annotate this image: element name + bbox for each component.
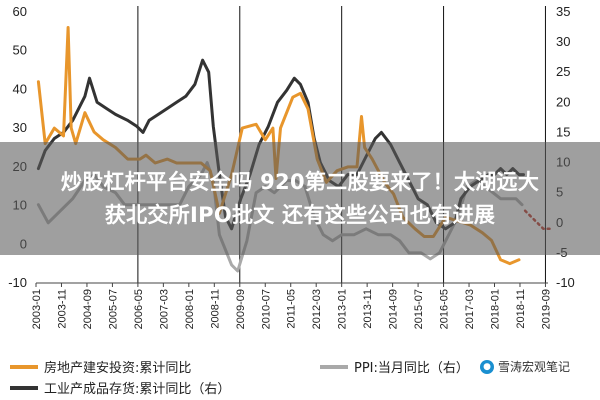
x-tick-label: 2016-05 <box>439 289 451 329</box>
right-tick-label: 15 <box>556 124 570 139</box>
legend-swatch <box>320 364 348 369</box>
x-tick-label: 2014-09 <box>388 289 400 329</box>
legend-label: 房地产建安投资:累计同比 <box>44 361 192 376</box>
x-tick-label: 2018-11 <box>515 289 527 329</box>
x-tick-label: 2008-11 <box>209 289 221 329</box>
headline-overlay <box>0 142 600 255</box>
headline-line-2: 获北交所IPO批文 还有这些公司也有进展 <box>104 203 496 227</box>
headline-line-1: 炒股杠杆平台安全吗 920第二股要来了！太湖远大 <box>60 170 540 194</box>
x-tick-label: 2015-07 <box>413 289 425 329</box>
x-tick-label: 2008-01 <box>184 289 196 329</box>
right-tick-label: -10 <box>556 275 575 290</box>
x-tick-label: 2003-11 <box>56 289 68 329</box>
legend-item-ppi: PPI:当月同比（右） <box>320 356 469 377</box>
x-tick-label: 2006-05 <box>133 289 145 329</box>
watermark-text: 雪涛宏观笔记 <box>498 360 571 374</box>
right-tick-label: 20 <box>556 94 570 109</box>
right-tick-label: 35 <box>556 4 570 19</box>
legend-swatch <box>10 364 38 369</box>
legend-swatch <box>10 385 38 390</box>
x-tick-label: 2010-07 <box>260 289 272 329</box>
x-tick-label: 2019-09 <box>540 289 552 329</box>
headline[interactable]: 炒股杠杆平台安全吗 920第二股要来了！太湖远大 获北交所IPO批文 还有这些公… <box>0 166 600 232</box>
left-tick-label: 50 <box>13 43 27 58</box>
legend: 房地产建安投资:累计同比 工业产成品存货:累计同比（右） <box>10 356 230 398</box>
left-tick-label: -10 <box>8 275 27 290</box>
x-axis: 2003-01 2003-11 2004-09 2005-07 2006-05 2007-… <box>31 282 552 329</box>
right-tick-label: 25 <box>556 64 570 79</box>
watermark: ● 雪涛宏观笔记 <box>480 356 570 377</box>
x-tick-label: 2017-03 <box>464 289 476 329</box>
wechat-icon: ● <box>480 359 494 374</box>
x-tick-label: 2013-01 <box>337 289 349 329</box>
left-tick-label: 60 <box>13 4 27 19</box>
x-tick-label: 2003-01 <box>31 289 43 329</box>
x-tick-label: 2013-11 <box>362 289 374 329</box>
x-tick-label: 2018-01 <box>490 289 502 329</box>
left-tick-label: 30 <box>13 120 27 135</box>
legend-item-inventory: 工业产成品存货:累计同比（右） <box>10 377 230 398</box>
legend-label: PPI:当月同比（右） <box>354 361 469 376</box>
x-tick-label: 2011-05 <box>286 289 298 329</box>
right-tick-label: 30 <box>556 34 570 49</box>
x-tick-label: 2004-09 <box>82 289 94 329</box>
x-tick-label: 2012-03 <box>311 289 323 329</box>
x-tick-label: 2007-03 <box>158 289 170 329</box>
x-tick-label: 2009-09 <box>235 289 247 329</box>
legend-label: 工业产成品存货:累计同比（右） <box>44 382 231 397</box>
legend-item-construction: 房地产建安投资:累计同比 <box>10 356 230 377</box>
x-tick-label: 2005-07 <box>107 289 119 329</box>
left-tick-label: 40 <box>13 81 27 96</box>
